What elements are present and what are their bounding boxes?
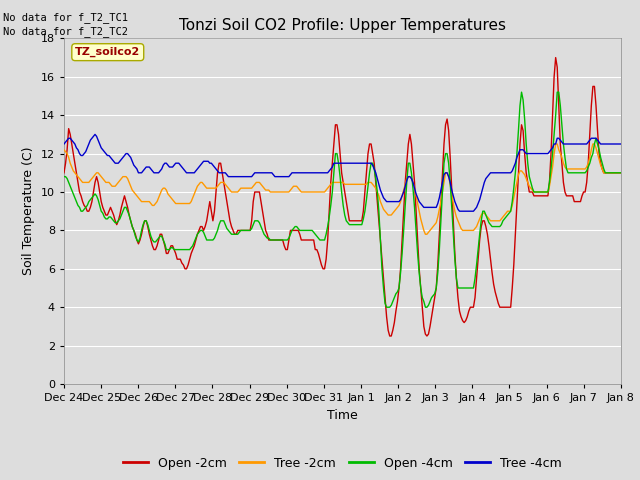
Text: No data for f_T2_TC1: No data for f_T2_TC1 <box>3 12 128 23</box>
Legend: Open -2cm, Tree -2cm, Open -4cm, Tree -4cm: Open -2cm, Tree -2cm, Open -4cm, Tree -4… <box>118 452 567 475</box>
Y-axis label: Soil Temperature (C): Soil Temperature (C) <box>22 147 35 276</box>
X-axis label: Time: Time <box>327 408 358 421</box>
Text: No data for f_T2_TC2: No data for f_T2_TC2 <box>3 26 128 37</box>
Text: TZ_soilco2: TZ_soilco2 <box>75 47 140 57</box>
Title: Tonzi Soil CO2 Profile: Upper Temperatures: Tonzi Soil CO2 Profile: Upper Temperatur… <box>179 18 506 33</box>
